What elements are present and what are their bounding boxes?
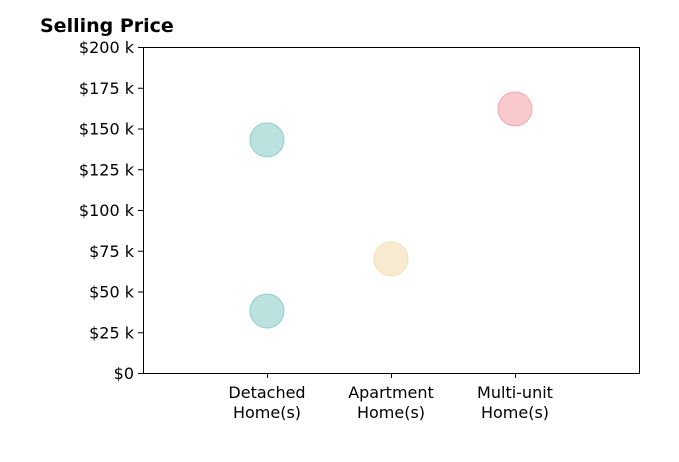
- y-axis: $0 $25 k $50 k $75 k $100 k $125 k $150 k $175 …: [79, 38, 143, 383]
- plot-frame: [143, 47, 640, 374]
- x-axis: Detached Home(s)Apartment Home(s)Multi-uni…: [228, 373, 553, 422]
- y-tick-label: $75 k: [89, 242, 135, 261]
- x-tick-label-line: Apartment: [348, 383, 434, 402]
- y-tick-label: $125 k: [79, 160, 135, 179]
- y-tick-label: $100 k: [79, 201, 135, 220]
- data-point: [249, 122, 285, 158]
- y-tick-label: $200 k: [79, 38, 135, 57]
- x-tick-label-line: Home(s): [233, 403, 301, 422]
- x-tick-label-line: Detached: [228, 383, 305, 402]
- x-tick-label-line: Home(s): [481, 403, 549, 422]
- y-tick-label: $150 k: [79, 120, 135, 139]
- data-point: [497, 91, 533, 127]
- points-layer: [249, 91, 533, 329]
- y-tick-label: $25 k: [89, 323, 135, 342]
- y-tick-label: $0: [114, 364, 134, 383]
- y-tick-label: $175 k: [79, 79, 135, 98]
- data-point: [373, 241, 409, 277]
- data-point: [249, 293, 285, 329]
- x-tick-label-line: Home(s): [357, 403, 425, 422]
- y-tick-label: $50 k: [89, 283, 135, 302]
- x-tick-label: Apartment Home(s): [348, 383, 434, 422]
- x-tick-label-line: Multi-unit: [477, 383, 553, 402]
- x-tick-label: Detached Home(s): [228, 383, 305, 422]
- chart-title: Selling Price: [40, 15, 174, 37]
- x-tick-label: Multi-unit Home(s): [477, 383, 553, 422]
